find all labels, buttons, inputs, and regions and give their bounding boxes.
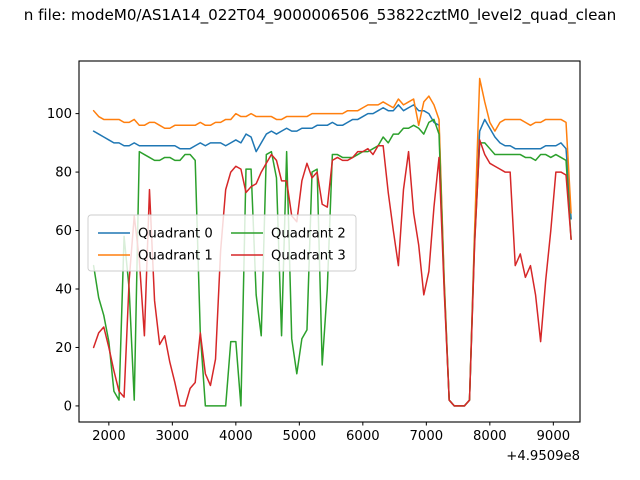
x-tick-label: 4000 bbox=[219, 429, 253, 444]
legend-label-0[interactable]: Quadrant 0 bbox=[138, 227, 213, 242]
page-title: n file: modeM0/AS1A14_022T04_9000006506_… bbox=[23, 6, 617, 24]
y-tick-label: 20 bbox=[55, 341, 72, 356]
y-tick-label: 60 bbox=[55, 224, 72, 239]
series-layer bbox=[92, 77, 572, 407]
x-tick-label: 5000 bbox=[283, 429, 317, 444]
x-tick-label: 6000 bbox=[346, 429, 380, 444]
y-axis-ticks: 0 20 40 60 80 100 bbox=[47, 107, 79, 415]
x-tick-label: 9000 bbox=[537, 429, 571, 444]
series-line-3 bbox=[92, 139, 572, 407]
series-line-1 bbox=[92, 77, 572, 407]
legend-label-2[interactable]: Quadrant 2 bbox=[271, 227, 346, 242]
x-tick-label: 3000 bbox=[156, 429, 190, 444]
x-tick-label: 2000 bbox=[92, 429, 126, 444]
x-tick-label: 7000 bbox=[410, 429, 444, 444]
y-tick-label: 0 bbox=[64, 400, 72, 415]
y-tick-label: 100 bbox=[47, 107, 72, 122]
legend-background bbox=[87, 214, 357, 272]
axes-spines bbox=[78, 60, 581, 423]
legend-label-3[interactable]: Quadrant 3 bbox=[271, 249, 346, 264]
x-axis-offset-label: +4.9509e8 bbox=[506, 449, 580, 464]
x-tick-label: 8000 bbox=[473, 429, 507, 444]
y-tick-label: 80 bbox=[55, 166, 72, 181]
legend-label-1[interactable]: Quadrant 1 bbox=[138, 249, 213, 264]
series-line-2 bbox=[92, 118, 572, 407]
chart-legend[interactable]: Quadrant 0 Quadrant 1 Quadrant 2 Quadrant 3 bbox=[87, 214, 357, 272]
y-tick-label: 40 bbox=[55, 283, 72, 298]
figure-title-container: n file: modeM0/AS1A14_022T04_9000006506_… bbox=[0, 6, 640, 24]
series-line-0 bbox=[92, 104, 572, 407]
x-axis-ticks: 2000 3000 4000 5000 6000 7000 8000 9000 bbox=[92, 422, 570, 444]
